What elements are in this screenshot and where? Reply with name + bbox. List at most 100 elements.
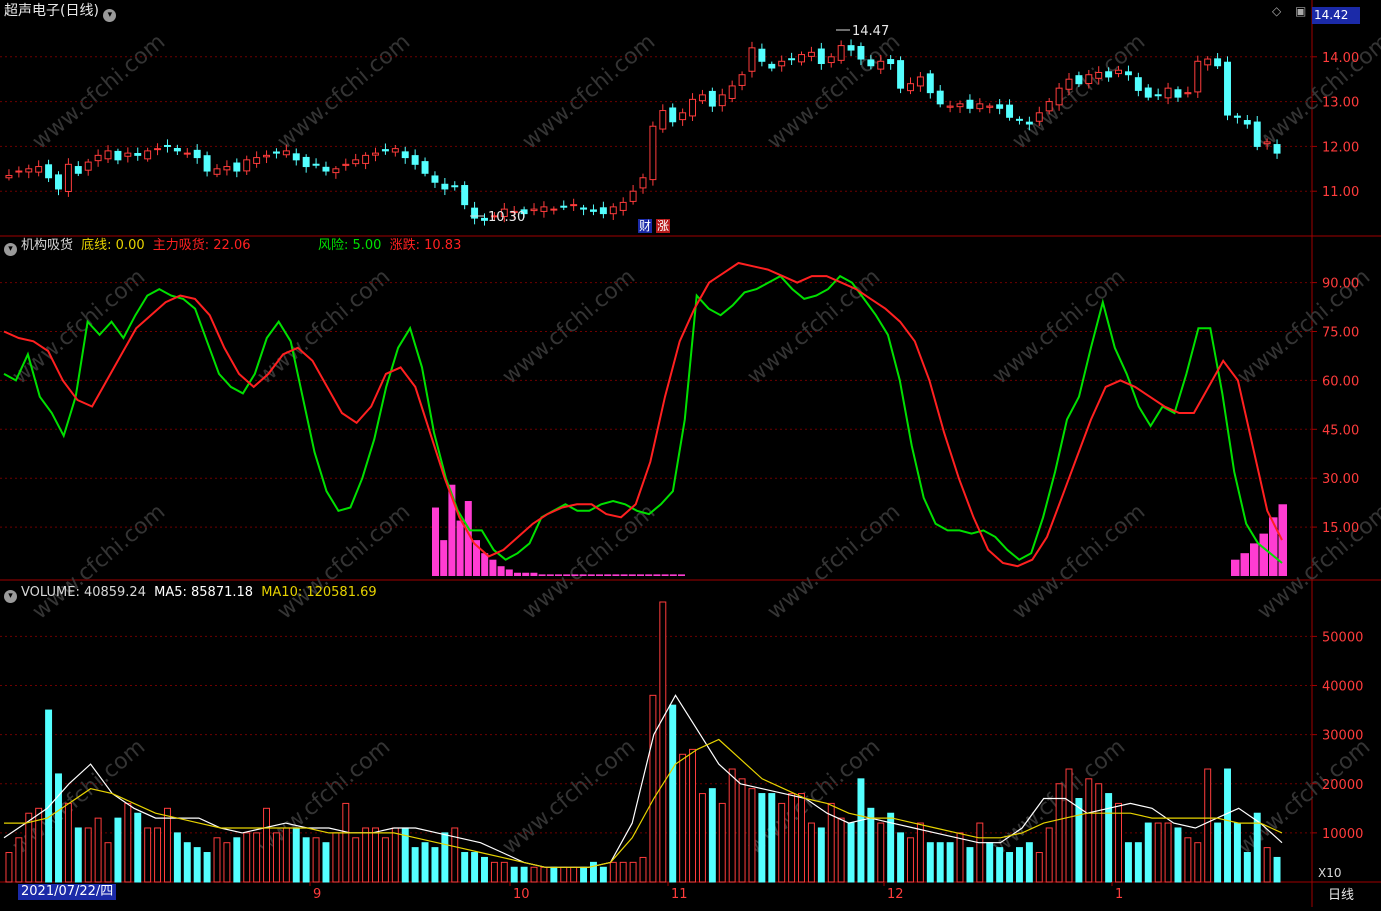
candle-body	[233, 162, 241, 172]
volume-bar	[223, 842, 231, 883]
histogram-bar	[456, 520, 464, 576]
volume-bar	[5, 852, 13, 883]
candle-body	[1075, 75, 1083, 85]
volume-bar	[253, 832, 261, 883]
volume-bar	[926, 842, 934, 883]
histogram-bar	[587, 574, 595, 576]
volume-bar	[25, 812, 33, 883]
candle-body	[1065, 78, 1073, 90]
candle-body	[372, 152, 379, 156]
candle-body	[798, 54, 805, 63]
candle-body	[728, 85, 736, 99]
histogram-bar	[612, 574, 620, 576]
candle-body	[778, 60, 786, 67]
volume-bar	[778, 802, 786, 883]
tag-limit-up[interactable]: 涨	[656, 219, 671, 233]
volume-bar	[1253, 812, 1261, 883]
histogram-bar	[481, 553, 489, 576]
volume-bar	[124, 802, 132, 883]
candle-body	[163, 144, 171, 147]
volume-bar	[312, 837, 320, 883]
volume-value: VOLUME: 40859.24	[21, 585, 146, 600]
histogram-bar	[596, 574, 603, 576]
selected-date[interactable]: 2021/07/22/四	[18, 884, 117, 900]
diamond-icon[interactable]: ◇	[1272, 4, 1282, 18]
histogram-bar	[432, 507, 439, 576]
volume-bar	[550, 866, 558, 883]
candle-body	[461, 185, 469, 206]
volume-bar	[1035, 852, 1043, 883]
volume-bar	[966, 847, 974, 883]
candle-body	[292, 153, 300, 161]
candle-body	[1224, 61, 1231, 116]
window-toggle-icon[interactable]: ▣	[1295, 4, 1307, 18]
ma5-value: MA5: 85871.18	[154, 585, 254, 600]
candle-body	[936, 90, 944, 105]
candle-body	[847, 45, 855, 51]
price-axis-tick-label: 12.00	[1322, 140, 1359, 155]
candle-body	[401, 151, 409, 159]
indicator-axis-tick-label: 75.00	[1322, 326, 1359, 341]
candle-body	[312, 163, 320, 166]
volume-bar	[1045, 827, 1053, 883]
candle-body	[659, 110, 667, 130]
volume-bar	[847, 822, 855, 883]
chevron-down-icon[interactable]: ▾	[103, 9, 117, 22]
volume-bar	[867, 807, 875, 883]
candle-body	[669, 107, 677, 123]
volume-bar	[1154, 822, 1162, 883]
histogram-bar	[464, 501, 472, 576]
candle-body	[560, 205, 568, 208]
month-label: 1	[1115, 887, 1123, 902]
volume-bar	[173, 832, 181, 883]
volume-bar	[1184, 837, 1192, 883]
volume-bar	[55, 773, 62, 883]
volume-bar	[986, 842, 994, 883]
candle-body	[679, 112, 687, 121]
candle-body	[649, 125, 657, 181]
histogram-bar	[514, 572, 521, 576]
histogram-bar	[579, 574, 587, 576]
histogram-bar	[637, 574, 644, 576]
candle-body	[1035, 112, 1043, 122]
candle-body	[263, 154, 271, 158]
low-price-marker: 10.30	[488, 210, 526, 225]
candle-body	[431, 175, 439, 183]
candle-body	[352, 159, 360, 165]
period-selector[interactable]: 日线	[1328, 888, 1355, 903]
volume-bar	[490, 861, 498, 883]
stock-title-text: 超声电子(日线)	[4, 3, 99, 19]
indicator-menu-icon[interactable]: ▾	[4, 243, 17, 256]
candle-body	[867, 59, 875, 67]
volume-bar	[679, 753, 687, 883]
tag-finance[interactable]: 财	[638, 219, 653, 233]
candle-body	[144, 150, 152, 160]
volume-bar	[104, 842, 112, 883]
price-axis-tick-label: 14.00	[1322, 51, 1359, 66]
month-label: 11	[671, 887, 688, 902]
volume-bar	[381, 837, 389, 883]
volume-bar	[481, 856, 488, 883]
volume-bar	[748, 788, 756, 883]
candle-body	[1194, 60, 1202, 93]
candle-body	[619, 201, 627, 211]
indicator-axis-tick-label: 90.00	[1322, 277, 1359, 292]
candle-body	[956, 103, 964, 108]
histogram-bar	[661, 574, 669, 576]
candle-body	[114, 150, 122, 161]
volume-bar	[342, 802, 350, 883]
histogram-bar	[1250, 543, 1259, 576]
volume-menu-icon[interactable]: ▾	[4, 590, 17, 603]
candle-body	[1124, 71, 1132, 76]
candle-body	[84, 161, 92, 171]
volume-bar	[1134, 842, 1142, 883]
candle-body	[500, 208, 508, 217]
histogram-bar	[1278, 504, 1287, 576]
watermark-text: www.cfchi.com	[763, 499, 905, 624]
volume-bar	[1194, 842, 1202, 883]
month-label: 12	[887, 887, 904, 902]
candle-body	[1085, 74, 1093, 84]
histogram-bar	[522, 572, 530, 576]
volume-bar	[728, 768, 736, 883]
